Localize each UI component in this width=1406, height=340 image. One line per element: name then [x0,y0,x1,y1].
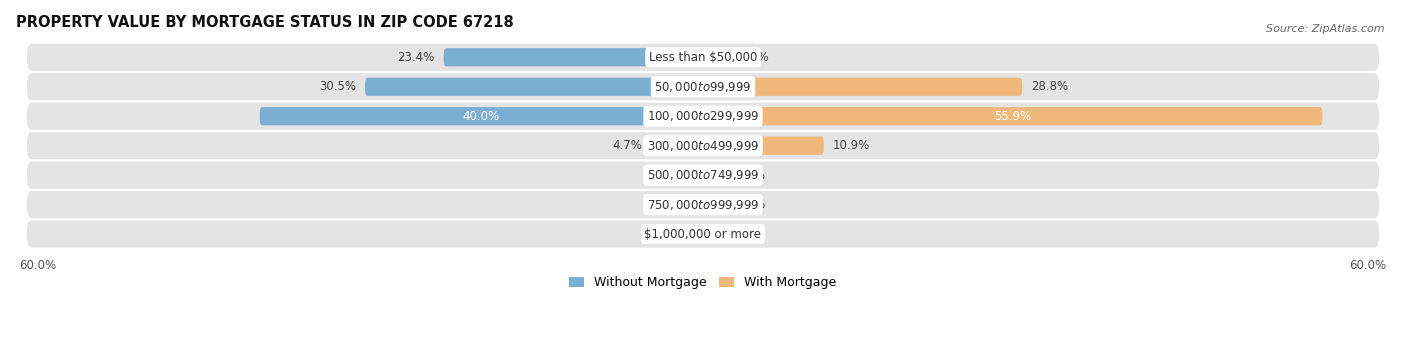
Text: 0.0%: 0.0% [652,198,682,211]
FancyBboxPatch shape [27,73,1379,100]
Legend: Without Mortgage, With Mortgage: Without Mortgage, With Mortgage [564,271,842,294]
Text: $500,000 to $749,999: $500,000 to $749,999 [647,168,759,182]
FancyBboxPatch shape [703,195,720,214]
Text: 10.9%: 10.9% [832,139,870,152]
FancyBboxPatch shape [27,191,1379,218]
Text: 4.7%: 4.7% [612,139,643,152]
FancyBboxPatch shape [366,78,703,96]
FancyBboxPatch shape [27,44,1379,71]
Text: 0.46%: 0.46% [728,198,766,211]
Text: 1.4%: 1.4% [648,169,678,182]
Text: 0.7%: 0.7% [728,227,758,241]
Text: 40.0%: 40.0% [463,110,501,123]
FancyBboxPatch shape [27,221,1379,248]
FancyBboxPatch shape [703,137,824,155]
Text: $100,000 to $299,999: $100,000 to $299,999 [647,109,759,123]
Text: 2.5%: 2.5% [740,51,769,64]
FancyBboxPatch shape [703,166,720,184]
FancyBboxPatch shape [27,162,1379,189]
Text: 28.8%: 28.8% [1031,80,1069,93]
FancyBboxPatch shape [703,48,731,66]
FancyBboxPatch shape [703,78,1022,96]
FancyBboxPatch shape [260,107,703,125]
FancyBboxPatch shape [27,132,1379,159]
Text: $1,000,000 or more: $1,000,000 or more [644,227,762,241]
Text: 23.4%: 23.4% [398,51,434,64]
Text: $750,000 to $999,999: $750,000 to $999,999 [647,198,759,211]
FancyBboxPatch shape [703,225,720,243]
Text: $300,000 to $499,999: $300,000 to $499,999 [647,139,759,153]
FancyBboxPatch shape [703,107,1323,125]
FancyBboxPatch shape [444,48,703,66]
Text: PROPERTY VALUE BY MORTGAGE STATUS IN ZIP CODE 67218: PROPERTY VALUE BY MORTGAGE STATUS IN ZIP… [15,15,513,30]
Text: $50,000 to $99,999: $50,000 to $99,999 [654,80,752,94]
Text: 0.73%: 0.73% [728,169,766,182]
FancyBboxPatch shape [27,103,1379,130]
FancyBboxPatch shape [692,195,703,214]
Text: Source: ZipAtlas.com: Source: ZipAtlas.com [1267,24,1385,34]
Text: 55.9%: 55.9% [994,110,1031,123]
Text: Less than $50,000: Less than $50,000 [648,51,758,64]
Text: 30.5%: 30.5% [319,80,356,93]
FancyBboxPatch shape [686,166,703,184]
FancyBboxPatch shape [692,225,703,243]
Text: 0.0%: 0.0% [652,227,682,241]
FancyBboxPatch shape [651,137,703,155]
